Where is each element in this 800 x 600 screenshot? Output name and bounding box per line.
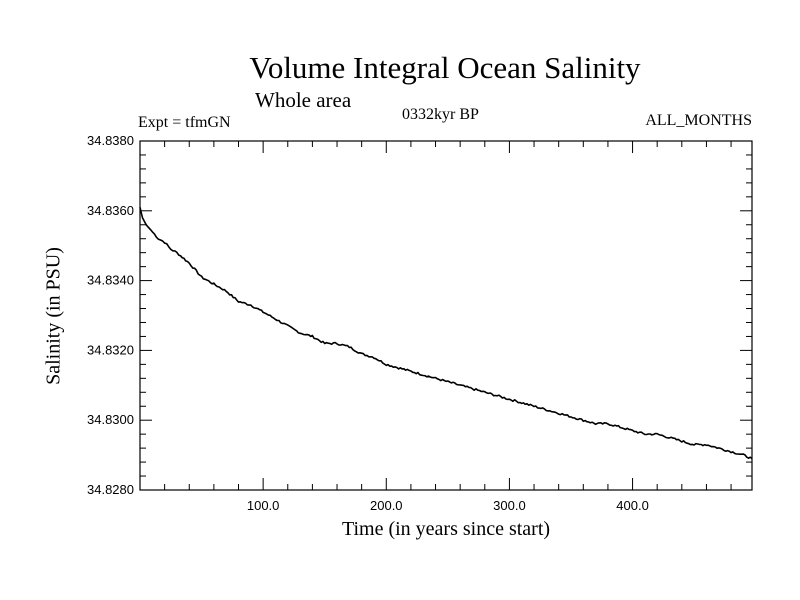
y-tick-label: 34.8300: [87, 412, 134, 427]
y-tick-label: 34.8280: [87, 482, 134, 497]
chart-title: Volume Integral Ocean Salinity: [249, 50, 641, 85]
y-tick-label: 34.8320: [87, 342, 134, 357]
x-tick-label: 100.0: [247, 498, 280, 513]
experiment-label: Expt = tfmGN: [138, 114, 231, 131]
x-tick-label: 200.0: [370, 498, 403, 513]
months-label: ALL_MONTHS: [645, 112, 752, 129]
y-tick-label: 34.8340: [87, 273, 134, 288]
y-axis-ticks: 34.8280 34.8300 34.8320 34.8340 34.8360 34.83…: [87, 133, 752, 497]
y-tick-label: 34.8360: [87, 203, 134, 218]
period-label: 0332kyr BP: [402, 106, 479, 123]
x-tick-label: 400.0: [616, 498, 649, 513]
series-line: [139, 207, 753, 460]
x-axis-ticks: 100.0 200.0 300.0 400.0: [164, 141, 732, 513]
x-axis-label: Time (in years since start): [341, 518, 551, 540]
y-tick-label: 34.8380: [87, 133, 134, 148]
plot-frame: [139, 140, 753, 491]
chart-subtitle: Whole area: [255, 88, 352, 112]
x-tick-label: 300.0: [493, 498, 526, 513]
